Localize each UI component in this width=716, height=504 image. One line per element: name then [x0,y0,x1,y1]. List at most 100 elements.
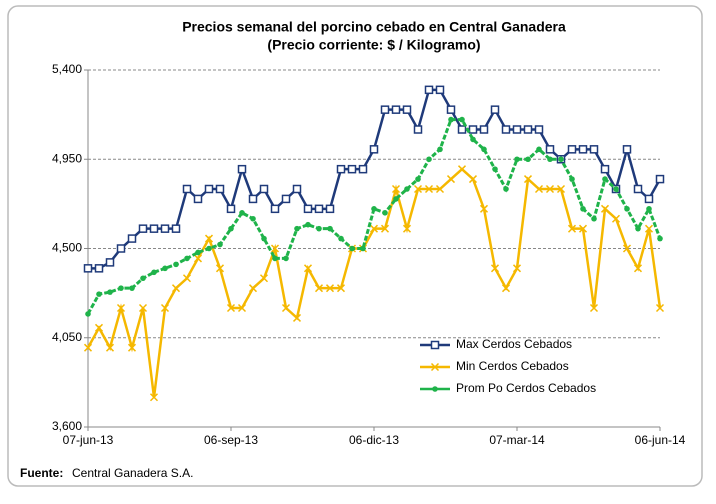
point [160,303,170,313]
point [457,165,467,174]
point [415,176,421,182]
point [547,156,553,163]
point [633,264,643,273]
point [292,184,302,194]
point [118,285,124,291]
point [580,206,586,212]
point [624,206,630,212]
point [457,125,467,134]
point [490,264,500,273]
chart-subtitle: (Precio corriente: $ / Kilogramo) [267,37,480,53]
point [459,116,465,123]
point [360,245,366,252]
point [424,85,434,95]
y-tick-label: 5,400 [52,62,82,76]
point [149,393,159,402]
point [305,221,311,228]
point [184,255,190,262]
point [338,235,344,242]
x-tick-label: 06-jun-14 [635,433,686,447]
x-tick-label: 07-jun-13 [63,433,114,447]
y-tick-label: 3,600 [52,419,82,433]
point [107,289,113,295]
point [380,224,390,233]
point [391,184,401,194]
point [248,284,258,293]
point [589,145,599,154]
source-label: Fuente: [20,466,63,480]
point [426,156,432,163]
point [316,225,322,232]
point [193,194,203,204]
point [525,156,531,163]
point [116,303,126,313]
point [371,206,377,212]
point [514,156,520,163]
point [270,244,280,253]
point [479,204,489,213]
point [182,184,192,194]
point [259,274,269,283]
point [600,164,610,174]
y-tick-label: 4,950 [52,151,82,165]
point [369,145,379,154]
point [173,261,179,268]
point [545,184,555,194]
point [635,225,641,232]
point [127,343,137,352]
point [644,194,654,204]
point [193,254,203,263]
point [380,105,390,114]
point [182,274,192,283]
point [347,164,357,174]
point [204,234,214,243]
x-tick-label: 06-sep-13 [204,433,258,447]
point [402,105,412,114]
y-tick-label: 4,500 [52,241,82,255]
point [94,264,104,273]
point [558,156,564,163]
series-line [86,118,662,315]
point [336,284,346,293]
point [490,105,500,114]
point [248,194,258,204]
point [85,311,91,317]
point [622,145,632,154]
point [281,194,291,204]
point [281,303,291,313]
point [655,174,665,184]
point [512,264,522,273]
x-tick-label: 06-dic-13 [349,433,399,447]
point [325,204,335,214]
point [435,85,445,95]
point [633,184,643,194]
point [578,145,588,154]
point [261,235,267,242]
point [259,184,269,194]
legend-label: Min Cerdos Cebados [456,359,569,373]
point [325,284,335,293]
point [512,125,522,134]
point [369,224,379,233]
point [105,258,115,267]
point [105,343,115,352]
point [534,184,544,194]
point [228,225,234,232]
point [127,234,137,243]
point [83,343,93,352]
y-tick-label: 4,050 [52,330,82,344]
point [413,125,423,134]
point [358,164,368,174]
point [140,275,146,282]
legend-label: Prom Po Cerdos Cebados [456,381,596,395]
point [382,210,388,216]
point [314,284,324,293]
point [468,125,478,134]
point [393,196,399,202]
point [534,125,544,134]
point [314,204,324,214]
point [613,186,619,192]
point [215,184,225,194]
point [149,224,159,233]
